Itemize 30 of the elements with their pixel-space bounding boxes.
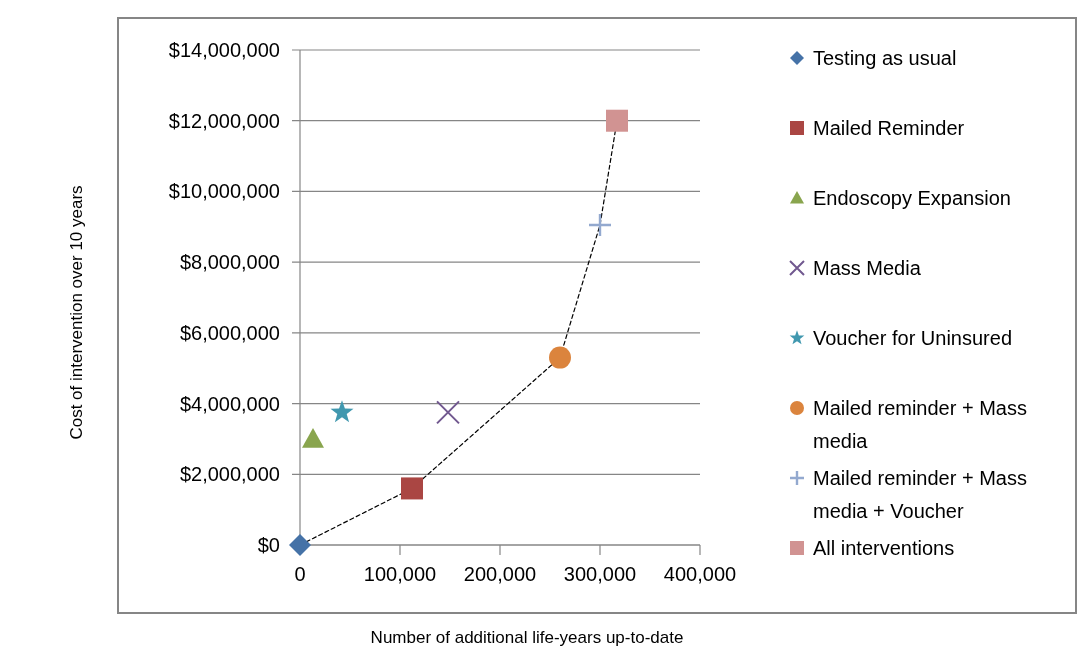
y-axis-title: Cost of intervention over 10 years — [67, 185, 86, 440]
point — [302, 427, 324, 448]
point — [436, 400, 460, 425]
legend-label: Testing as usual — [813, 47, 957, 69]
x-tick-label: 200,000 — [463, 563, 537, 585]
y-tick-label: $2,000,000 — [179, 463, 280, 486]
legend-label: Voucher for Uninsured — [813, 327, 1013, 349]
y-tick-label: $12,000,000 — [168, 109, 280, 132]
x-tick-label: 0 — [294, 563, 306, 585]
legend-label: Mailed reminder + Mass media + Voucher — [813, 467, 1027, 522]
legend-label: Endoscopy Expansion — [813, 187, 1011, 209]
legend-label: Mailed Reminder — [813, 117, 965, 139]
y-tick-label: $14,000,000 — [168, 39, 280, 61]
point — [330, 400, 354, 423]
point — [606, 109, 628, 132]
legend-label: Mailed reminder + Mass media — [813, 397, 1027, 452]
x-tick-label: 300,000 — [563, 563, 637, 585]
y-tick-label: $10,000,000 — [168, 180, 280, 203]
y-tick-label: $6,000,000 — [179, 321, 280, 344]
x-axis-title: Number of additional life-years up-to-date — [370, 628, 684, 647]
point — [401, 477, 423, 500]
x-tick-label: 400,000 — [663, 563, 737, 585]
y-tick-label: $4,000,000 — [179, 392, 280, 415]
legend-label: All interventions — [813, 537, 955, 559]
x-tick-label: 100,000 — [363, 563, 437, 585]
y-tick-label: $0 — [257, 534, 280, 556]
legend-label: Mass Media — [813, 257, 922, 279]
point — [289, 534, 311, 556]
y-tick-label: $8,000,000 — [179, 251, 280, 274]
point — [549, 346, 571, 369]
